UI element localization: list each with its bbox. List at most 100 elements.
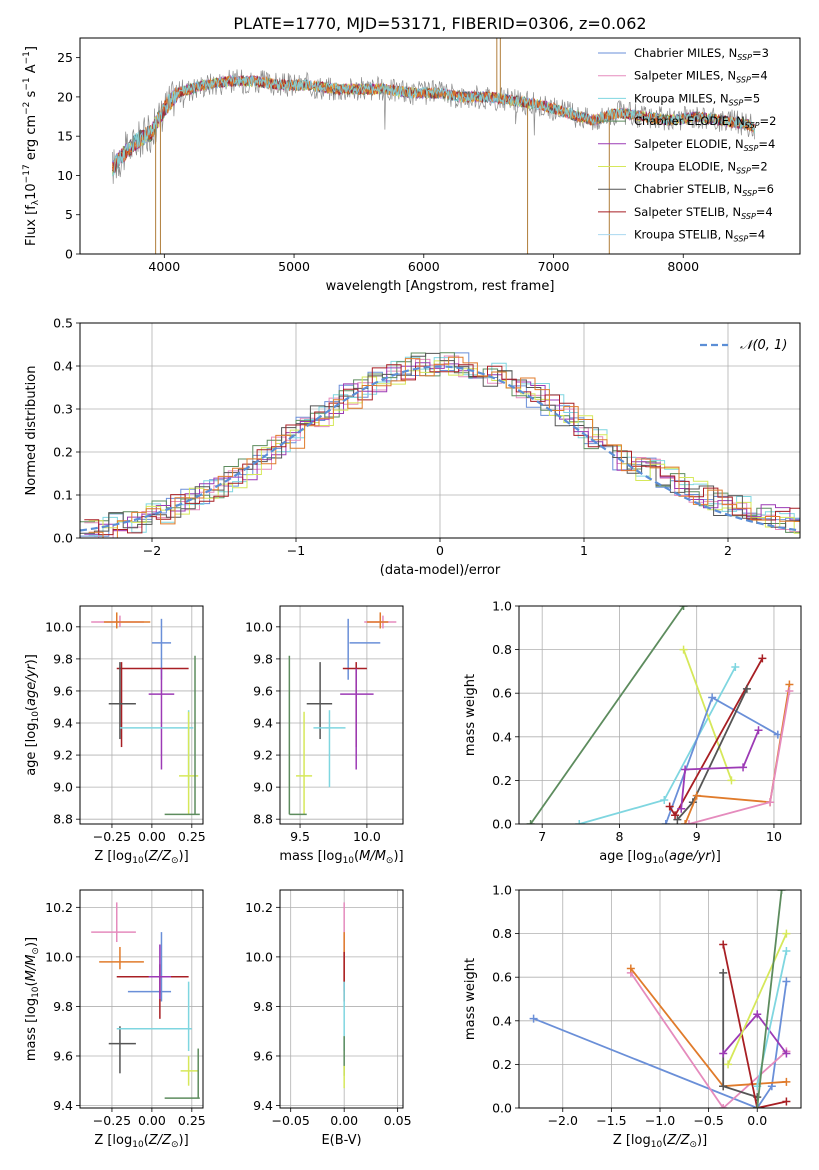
y-tick-label: 9.0 [253, 780, 273, 795]
y-tick-label: 25 [57, 50, 73, 65]
label-part: 10 [132, 1140, 144, 1150]
x-tick-label: 7 [538, 829, 546, 844]
panel-mass-vs-Z: −0.25 0.00 0.259.49.69.810.010.2Z [log10(Z… [24, 889, 206, 1150]
plots-layer: 4000 5000 6000 7000 80000510152025wavelength… [22, 37, 802, 1150]
plot-area [526, 606, 794, 824]
label-part: Chabrier MILES, N [634, 46, 737, 60]
weight-series [679, 645, 736, 785]
label-part: ( [144, 1133, 149, 1148]
weight-series [684, 687, 794, 824]
y-tick-label: 0.2 [492, 773, 512, 788]
legend-entry: Salpeter ELODIE, NSSP=4 [634, 137, 775, 153]
weight-point-marker [782, 1077, 791, 1086]
legend-entry: Salpeter STELIB, NSSP=4 [634, 205, 773, 221]
residual-histogram [88, 360, 800, 534]
label-part: =4 [748, 228, 765, 242]
label-part: )] [24, 937, 39, 947]
label-part: )] [24, 654, 39, 664]
ticks-layer: 7 8 9 10 0.0 0.2 0.4 0.6 0.8 1.0 [492, 599, 782, 845]
weight-series [724, 929, 791, 1069]
errorbar-point [306, 662, 333, 740]
x-tick-label: 9.5 [290, 829, 310, 844]
label-part: −1 [22, 51, 32, 64]
label-part: ( [24, 706, 39, 711]
weight-series [661, 693, 782, 824]
label-part: ( [24, 981, 39, 986]
x-axis-label: Z [log10(Z/Z⊙)] [613, 1133, 707, 1150]
errorbar-point [347, 618, 381, 680]
x-tick-label: 7000 [538, 259, 570, 274]
errorbar-point [108, 1026, 136, 1074]
label-part: ( [664, 849, 669, 864]
label-part: 10 [652, 856, 664, 866]
weight-point-marker [719, 1049, 728, 1058]
weight-point-marker [660, 796, 669, 805]
y-tick-label: 0.3 [53, 402, 73, 417]
y-tick-label: 9.4 [53, 716, 73, 731]
label-part: 10 [31, 986, 41, 998]
legend-entry: Chabrier MILES, NSSP=3 [634, 46, 769, 62]
panel-age-vs-mass: 9.5 10.0 8.8 9.0 9.2 9.4 9.6 9.8 10.0 mass [log10… [245, 605, 404, 866]
x-tick-label: 0.25 [178, 1113, 206, 1128]
y-tick-label: 0.0 [492, 1101, 512, 1116]
label-part: SSP [741, 212, 756, 221]
weight-series [753, 890, 786, 1108]
grid-layer [280, 890, 403, 1108]
weight-point-marker [679, 606, 688, 610]
y-axis-label: Flux [fλ10−17 erg cm−2 s−1 A−1] [22, 46, 41, 246]
label-part: erg cm [24, 115, 39, 164]
y-tick-label: 0.5 [53, 316, 73, 331]
label-part: SSP [742, 189, 757, 198]
y-tick-label: 0.4 [492, 1013, 512, 1028]
errorbar-point [296, 711, 313, 815]
panel-age-vs-Z: −0.25 0.00 0.25 8.8 9.0 9.2 9.4 9.6 9.8 10.0 Z [lo… [24, 605, 206, 866]
y-tick-label: 9.8 [53, 999, 73, 1014]
y-tick-label: 20 [57, 89, 73, 104]
weight-point-marker [719, 1104, 728, 1108]
errorbar-point [116, 981, 192, 1052]
weight-series-line [630, 972, 788, 1108]
errorbar-point [288, 655, 307, 816]
y-tick-label: 0.0 [53, 531, 73, 546]
label-part: mass [log [24, 998, 39, 1061]
legend-entry: Kroupa MILES, NSSP=5 [634, 91, 760, 107]
weight-point-marker [742, 684, 751, 693]
weight-point-marker [766, 798, 775, 807]
y-tick-label: 9.6 [53, 1048, 73, 1063]
label-part: SSP [736, 76, 751, 85]
y-tick-label: 9.0 [53, 780, 73, 795]
weight-point-marker [673, 815, 682, 824]
axes-frame [79, 322, 801, 539]
y-tick-label: 9.4 [53, 1098, 73, 1113]
weight-point-marker [677, 804, 686, 813]
label-part: ⊙ [171, 1140, 179, 1150]
label-part: )] [179, 849, 189, 864]
label-part: Z [log [613, 1133, 651, 1148]
weight-series [677, 726, 763, 813]
label-part: −2 [22, 102, 32, 115]
x-axis-label: Z [log10(Z/Z⊙)] [94, 849, 188, 866]
y-tick-label: 9.4 [253, 1098, 273, 1113]
x-tick-label: 4000 [148, 259, 180, 274]
label-part: Chabrier STELIB, N [634, 182, 742, 196]
weight-series-line [682, 649, 733, 781]
grid-layer [280, 606, 403, 824]
weight-point-marker [724, 1060, 733, 1069]
errorbar-point [180, 1055, 199, 1086]
label-part: M/M [24, 955, 39, 982]
weight-point-marker [782, 977, 791, 986]
weight-point-marker [758, 654, 767, 663]
weight-point-marker [719, 968, 728, 977]
label-part: =2 [751, 160, 768, 174]
y-tick-label: 9.8 [253, 999, 273, 1014]
y-tick-label: 9.2 [53, 748, 73, 763]
y-tick-label: 0.6 [492, 970, 512, 985]
y-tick-label: 9.6 [253, 683, 273, 698]
label-part: λ [31, 199, 41, 205]
ticks-layer: 9.5 10.0 8.8 9.0 9.2 9.4 9.6 9.8 10.0 [245, 619, 381, 844]
label-part: age [log [24, 723, 39, 776]
label-part: Z/Z [666, 1133, 690, 1148]
label-part: Z [log [94, 1133, 132, 1148]
ticks-layer: −2.0 −1.5 −1.0 −0.5 0.0 0.0 0.2 0.4 0.6 0.8 1.0 [492, 883, 767, 1129]
